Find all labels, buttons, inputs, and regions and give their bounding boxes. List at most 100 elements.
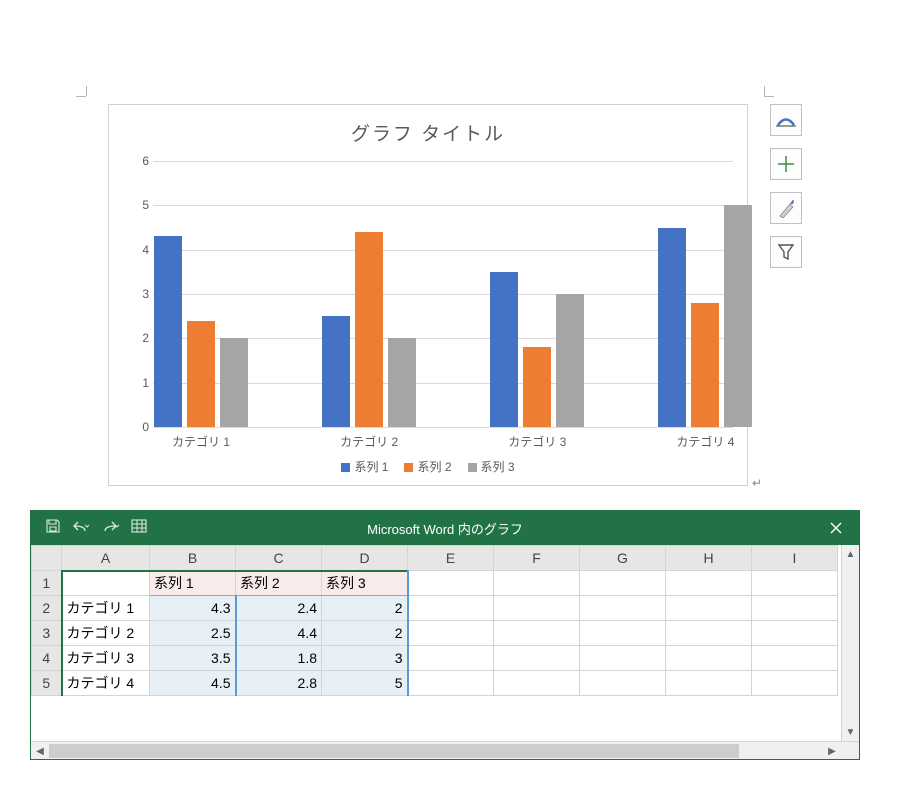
cell[interactable] (408, 571, 494, 596)
scroll-left-icon[interactable]: ◀ (31, 742, 49, 760)
scroll-up-icon[interactable]: ▲ (842, 545, 859, 563)
chart-bar[interactable] (658, 228, 686, 428)
chart-bar[interactable] (490, 272, 518, 427)
cell[interactable]: 5 (322, 671, 408, 696)
y-axis-tick: 6 (131, 154, 149, 168)
cell[interactable]: 3 (322, 646, 408, 671)
scroll-down-icon[interactable]: ▼ (842, 723, 859, 741)
column-header[interactable]: F (494, 546, 580, 571)
chart-bar[interactable] (154, 236, 182, 427)
close-button[interactable] (813, 511, 859, 545)
cell[interactable] (580, 621, 666, 646)
cell[interactable] (752, 596, 838, 621)
chart-bar[interactable] (220, 338, 248, 427)
cell[interactable] (666, 646, 752, 671)
cell[interactable] (494, 646, 580, 671)
cell[interactable] (580, 671, 666, 696)
chart-bar[interactable] (355, 232, 383, 427)
cell[interactable] (408, 671, 494, 696)
chart-bar[interactable] (724, 205, 752, 427)
cell[interactable]: カテゴリ 2 (62, 621, 150, 646)
cell[interactable]: 1.8 (236, 646, 322, 671)
scroll-right-icon[interactable]: ▶ (823, 742, 841, 760)
row-header[interactable]: 1 (32, 571, 62, 596)
cell[interactable] (666, 621, 752, 646)
cell[interactable]: 2 (322, 621, 408, 646)
column-header[interactable]: A (62, 546, 150, 571)
cell[interactable]: カテゴリ 3 (62, 646, 150, 671)
cell[interactable] (752, 671, 838, 696)
cell[interactable] (408, 621, 494, 646)
cell[interactable] (580, 646, 666, 671)
chart-title[interactable]: グラフ タイトル (109, 105, 747, 146)
cell[interactable]: 4.3 (150, 596, 236, 621)
cell[interactable] (666, 571, 752, 596)
layout-options-button[interactable] (770, 104, 802, 136)
chart-elements-button[interactable] (770, 148, 802, 180)
excel-titlebar: Microsoft Word 内のグラフ (31, 511, 859, 545)
cell[interactable] (666, 671, 752, 696)
excel-sheet[interactable]: ABCDEFGHI1系列 1系列 2系列 32カテゴリ 14.32.423カテゴ… (31, 545, 838, 696)
cell[interactable] (494, 671, 580, 696)
row-header[interactable]: 5 (32, 671, 62, 696)
cell[interactable]: 2.4 (236, 596, 322, 621)
chart-bar[interactable] (388, 338, 416, 427)
cell[interactable]: 系列 1 (150, 571, 236, 596)
row-header[interactable]: 3 (32, 621, 62, 646)
cell[interactable]: 系列 3 (322, 571, 408, 596)
cell[interactable] (494, 571, 580, 596)
select-all-corner[interactable] (32, 546, 62, 571)
chart-bar[interactable] (187, 321, 215, 427)
cell[interactable]: 2 (322, 596, 408, 621)
chart-plot-area[interactable]: 0123456カテゴリ 1カテゴリ 2カテゴリ 3カテゴリ 4 (153, 161, 733, 427)
row-header[interactable]: 2 (32, 596, 62, 621)
chart-styles-button[interactable] (770, 192, 802, 224)
save-icon[interactable] (45, 518, 61, 539)
row-header[interactable]: 4 (32, 646, 62, 671)
cell[interactable] (580, 571, 666, 596)
cell[interactable]: カテゴリ 4 (62, 671, 150, 696)
legend-item[interactable]: 系列 2 (404, 458, 451, 475)
chart-bar[interactable] (556, 294, 584, 427)
chart-filters-button[interactable] (770, 236, 802, 268)
cell[interactable] (494, 621, 580, 646)
cell[interactable] (666, 596, 752, 621)
redo-button[interactable] (101, 519, 121, 538)
cell[interactable]: カテゴリ 1 (62, 596, 150, 621)
column-header[interactable]: B (150, 546, 236, 571)
cell[interactable]: 3.5 (150, 646, 236, 671)
column-header[interactable]: D (322, 546, 408, 571)
cell[interactable]: 2.8 (236, 671, 322, 696)
cell[interactable] (752, 571, 838, 596)
y-axis-tick: 2 (131, 331, 149, 345)
cell[interactable] (408, 596, 494, 621)
horizontal-scrollbar[interactable]: ◀ ▶ (31, 741, 859, 759)
cell[interactable]: 2.5 (150, 621, 236, 646)
column-header[interactable]: I (752, 546, 838, 571)
cell[interactable] (580, 596, 666, 621)
column-header[interactable]: C (236, 546, 322, 571)
cell[interactable] (752, 646, 838, 671)
cell[interactable] (62, 571, 150, 596)
column-header[interactable]: G (580, 546, 666, 571)
chart-bar[interactable] (322, 316, 350, 427)
vertical-scrollbar[interactable]: ▲ ▼ (841, 545, 859, 741)
chart-bar[interactable] (523, 347, 551, 427)
chart-legend[interactable]: 系列 1 系列 2 系列 3 (109, 458, 747, 475)
column-header[interactable]: E (408, 546, 494, 571)
cell[interactable]: 4.5 (150, 671, 236, 696)
legend-item[interactable]: 系列 3 (468, 458, 515, 475)
cell[interactable]: 4.4 (236, 621, 322, 646)
edit-in-excel-button[interactable] (131, 518, 147, 539)
undo-button[interactable] (71, 519, 91, 538)
chart-object[interactable]: グラフ タイトル 0123456カテゴリ 1カテゴリ 2カテゴリ 3カテゴリ 4… (108, 104, 748, 486)
cell[interactable]: 系列 2 (236, 571, 322, 596)
chart-bar[interactable] (691, 303, 719, 427)
cell[interactable] (408, 646, 494, 671)
cell[interactable] (494, 596, 580, 621)
legend-item[interactable]: 系列 1 (341, 458, 388, 475)
scrollbar-thumb[interactable] (49, 744, 739, 758)
cell[interactable] (752, 621, 838, 646)
page-margin-mark (86, 86, 87, 96)
column-header[interactable]: H (666, 546, 752, 571)
